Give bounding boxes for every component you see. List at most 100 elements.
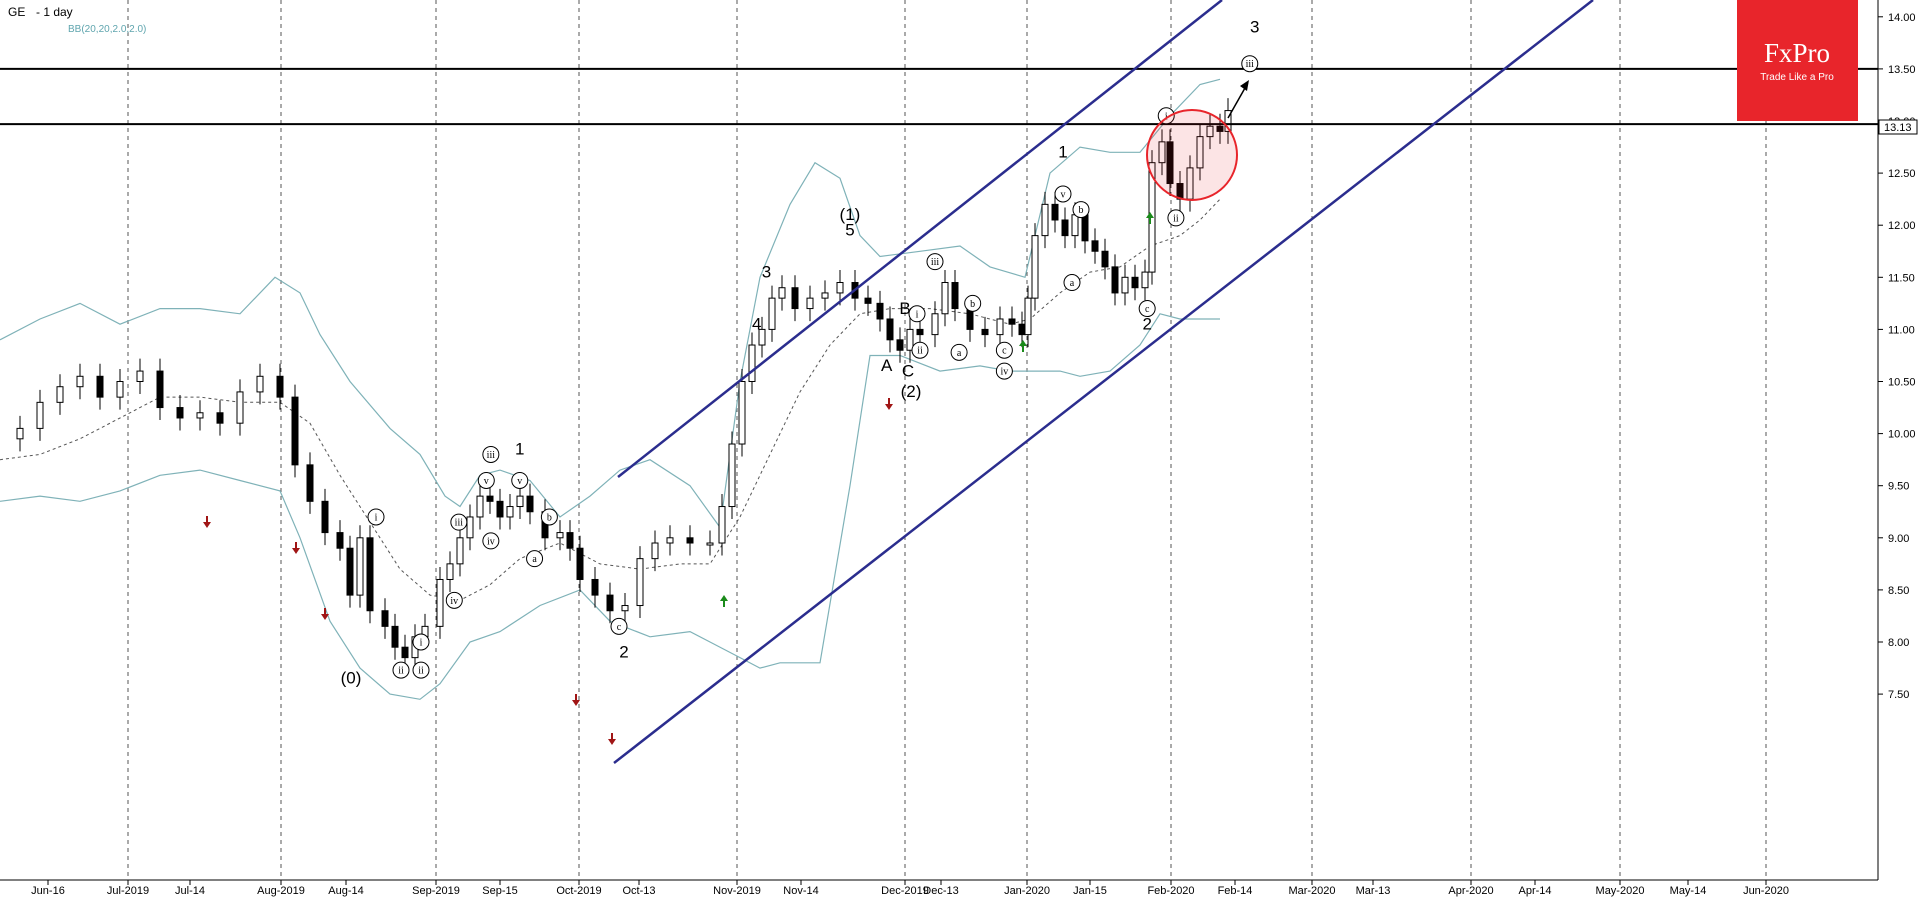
x-tick-label: Oct-2019 [556,885,601,897]
candle-body [996,318,1004,336]
x-tick-label: Mar-13 [1356,885,1391,897]
y-tick-label: 12.50 [1888,168,1916,180]
svg-text:iii: iii [931,257,940,268]
candle-body [1018,323,1026,336]
x-tick-label: Feb-2020 [1147,885,1194,897]
circled-label: v [477,471,495,489]
fxpro-logo: FxPro Trade Like a Pro [1737,0,1858,121]
circled-label: iv [482,532,500,550]
x-tick-label: Apr-2020 [1448,885,1493,897]
y-tick-label: 7.50 [1888,689,1909,701]
svg-text:b: b [547,512,552,523]
candle-body [821,292,829,299]
candle-body [1158,141,1166,164]
circled-label: a [526,550,544,568]
candle-body [346,547,354,596]
logo-tagline: Trade Like a Pro [1760,72,1834,83]
candle-body [981,328,989,336]
y-axis-ticks: 7.50 8.00 8.50 9.00 9.50 10.00 10.50 11.00 11.50… [1878,12,1916,701]
y-tick-label: 11.00 [1888,324,1915,336]
candle-body [1131,276,1139,289]
svg-text:v: v [484,476,489,487]
candle-body [381,610,389,627]
y-tick-label: 11.50 [1888,272,1915,284]
candle-body [306,464,314,502]
x-tick-label: Dec-2019 [881,885,929,897]
candle-body [1081,214,1089,242]
circled-label: b [1072,201,1090,219]
x-tick-label: Feb-14 [1218,885,1253,897]
candle-body [591,578,599,596]
svg-text:v: v [517,476,522,487]
candle-body [621,605,629,612]
candle-body [56,386,64,403]
wave-label: A [881,356,893,375]
candle-body [748,344,756,382]
candle-body [1051,203,1059,221]
y-tick-label: 14.00 [1888,12,1916,24]
candle-body [496,500,504,518]
candle-body [806,297,814,310]
wave-label: 1 [1058,142,1067,161]
candle-body [686,537,694,544]
circled-label: iii [450,513,468,531]
circled-label: i [908,305,926,323]
projection-arrow-line [1227,87,1246,119]
timeframe-label: - 1 day [36,5,73,19]
candle-body [1091,240,1099,252]
x-axis-ticks: Jun-16 Jul-2019 Jul-14 Aug-2019 Aug-14 Sep-20… [31,880,1789,897]
x-tick-label: Aug-2019 [257,885,305,897]
candle-body [556,532,564,539]
candle-body [116,381,124,398]
candle-body [1101,250,1109,268]
svg-text:i: i [420,638,423,649]
candle-body [16,427,24,440]
channel-upper-line [617,0,1223,478]
svg-text:iv: iv [487,536,495,547]
candle-body [1041,203,1049,237]
x-tick-label: Jul-2019 [107,885,149,897]
circled-label: iii [482,445,500,463]
circled-label: c [610,617,628,635]
svg-text:iv: iv [1000,367,1008,378]
y-tick-label: 8.00 [1888,637,1909,649]
svg-text:b: b [1079,205,1084,216]
candle-body [216,412,224,424]
buy-signal-arrow [720,595,728,607]
wave-label: 3 [1250,17,1259,36]
indicator-label: BB(20,20,2.0,2.0) [68,24,146,35]
annotations [203,80,1249,745]
candle-body [606,594,614,612]
y-tick-label: 13.50 [1888,64,1916,76]
x-tick-label: Mar-2020 [1288,885,1335,897]
y-tick-label: 10.00 [1888,429,1916,441]
candle-body [516,495,524,508]
svg-text:ii: ii [398,666,404,677]
candle-body [566,532,574,549]
svg-text:v: v [1061,189,1066,200]
candle-body [1121,276,1129,294]
sell-signal-arrow [292,542,300,554]
svg-text:iv: iv [450,596,458,607]
x-tick-label: Nov-2019 [713,885,761,897]
candle-body [768,297,776,330]
candle-body [1141,271,1149,289]
candle-body [196,412,204,419]
svg-text:iii: iii [455,518,464,529]
circled-label: v [1054,185,1072,203]
candle-body [391,625,399,648]
candle-body [1024,297,1032,336]
last-price-marker: 13.13 [1878,119,1918,135]
trend-channel [613,0,1594,764]
candle-body [778,287,786,299]
buy-signal-arrow [1146,212,1154,224]
svg-text:a: a [1070,278,1075,289]
wave-label: (0) [341,669,362,688]
candle-body [864,297,872,304]
x-tick-label: Jun-2020 [1743,885,1789,897]
candle-body [876,302,884,320]
y-tick-label: 10.50 [1888,377,1916,389]
candle-body [1071,214,1079,237]
